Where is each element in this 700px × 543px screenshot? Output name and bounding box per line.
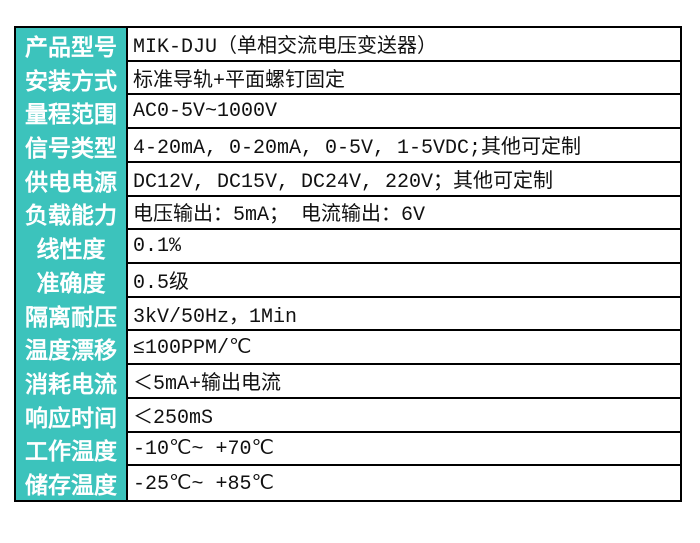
table-row: 温度漂移 ≤100PPM/℃ [16, 331, 680, 366]
spec-value: 标准导轨+平面螺钉固定 [128, 61, 680, 96]
table-row: 储存温度 -25℃~ +85℃ [16, 466, 680, 501]
spec-label: 消耗电流 [16, 365, 128, 399]
spec-value: ≤100PPM/℃ [128, 331, 680, 366]
spec-label: 响应时间 [16, 398, 128, 433]
spec-label: 工作温度 [16, 432, 128, 467]
spec-value: 电压输出：5mA； 电流输出：6V [128, 196, 680, 231]
spec-label: 储存温度 [16, 466, 128, 501]
spec-label: 信号类型 [16, 129, 128, 163]
spec-value: ＜5mA+输出电流 [128, 365, 680, 399]
spec-value: DC12V, DC15V, DC24V, 220V；其他可定制 [128, 162, 680, 197]
spec-value: MIK-DJU（单相交流电压变送器） [128, 28, 680, 62]
spec-label: 量程范围 [16, 95, 128, 130]
table-row: 消耗电流 ＜5mA+输出电流 [16, 365, 680, 399]
spec-label: 供电电源 [16, 162, 128, 197]
spec-value: -10℃~ +70℃ [128, 432, 680, 467]
table-row: 线性度 0.1% [16, 230, 680, 265]
spec-label: 线性度 [16, 230, 128, 265]
table-row: 响应时间 ＜250mS [16, 398, 680, 433]
table-row: 工作温度 -10℃~ +70℃ [16, 432, 680, 467]
spec-label: 产品型号 [16, 28, 128, 62]
spec-label: 安装方式 [16, 61, 128, 96]
spec-label: 负载能力 [16, 196, 128, 231]
spec-label: 准确度 [16, 264, 128, 298]
table-row: 信号类型 4-20mA, 0-20mA, 0-5V, 1-5VDC;其他可定制 [16, 129, 680, 163]
spec-value: AC0-5V~1000V [128, 95, 680, 130]
table-row: 量程范围 AC0-5V~1000V [16, 95, 680, 130]
spec-value: 0.5级 [128, 264, 680, 298]
table-row: 准确度 0.5级 [16, 264, 680, 298]
product-spec-table: 产品型号 MIK-DJU（单相交流电压变送器） 安装方式 标准导轨+平面螺钉固定… [14, 26, 682, 502]
table-row: 安装方式 标准导轨+平面螺钉固定 [16, 61, 680, 96]
spec-label: 隔离耐压 [16, 297, 128, 332]
spec-label: 温度漂移 [16, 331, 128, 366]
spec-value: 3kV/50Hz，1Min [128, 297, 680, 332]
table-row: 产品型号 MIK-DJU（单相交流电压变送器） [16, 28, 680, 62]
table-row: 隔离耐压 3kV/50Hz，1Min [16, 297, 680, 332]
spec-value: 0.1% [128, 230, 680, 265]
spec-value: 4-20mA, 0-20mA, 0-5V, 1-5VDC;其他可定制 [128, 129, 680, 163]
spec-value: ＜250mS [128, 398, 680, 433]
spec-value: -25℃~ +85℃ [128, 466, 680, 501]
table-row: 供电电源 DC12V, DC15V, DC24V, 220V；其他可定制 [16, 162, 680, 197]
table-row: 负载能力 电压输出：5mA； 电流输出：6V [16, 196, 680, 231]
